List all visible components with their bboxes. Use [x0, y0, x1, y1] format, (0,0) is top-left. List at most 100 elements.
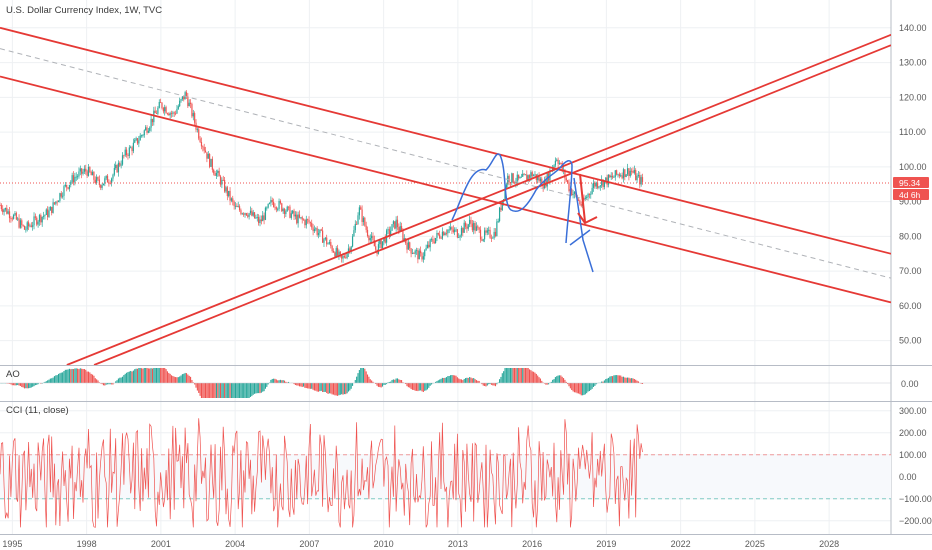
ao-bar [236, 383, 238, 398]
candle-body [341, 254, 343, 259]
ao-bar [352, 383, 354, 386]
ao-bar [155, 368, 158, 383]
ao-bar [258, 383, 260, 394]
candle-body [192, 113, 194, 117]
candle-body [637, 175, 640, 176]
candle-body [366, 229, 369, 237]
ao-bar [219, 383, 222, 398]
candle-body [15, 213, 17, 220]
red-trendline[interactable] [93, 44, 891, 365]
blue-drop-stroke[interactable] [573, 177, 594, 273]
ao-bar [507, 368, 509, 383]
ao-bar [443, 378, 445, 383]
red-arrow-shaft[interactable] [579, 173, 586, 223]
ao-bar [414, 383, 416, 391]
ao-bar [526, 368, 528, 383]
candle-body [301, 217, 303, 220]
ao-bar [343, 383, 345, 395]
candle-body [253, 212, 256, 219]
ao-bar [256, 383, 258, 394]
time-axis[interactable]: 1995 1998 2001 2004 2007 2010 2013 2016 2019 2022… [2, 539, 839, 549]
candle-body [414, 250, 416, 254]
ao-bar [567, 383, 569, 385]
candle-body [131, 147, 133, 152]
ao-bar [436, 381, 438, 383]
cci-line [0, 418, 643, 528]
blue-arrow-stroke[interactable] [569, 229, 591, 246]
candle-body [463, 222, 465, 233]
candle-body [475, 226, 478, 231]
ao-bar [132, 370, 134, 383]
candle-body [139, 135, 141, 141]
ao-bar [209, 383, 211, 398]
red-down-arrow[interactable] [577, 173, 598, 225]
ao-pane[interactable] [0, 368, 891, 398]
ao-bar [592, 383, 595, 387]
red-trendline[interactable] [0, 26, 891, 255]
ao-bar [445, 377, 448, 383]
ao-bar [501, 373, 503, 383]
ao-bar [214, 383, 216, 398]
ao-bar [349, 383, 351, 391]
ao-bar [105, 383, 107, 385]
ao-bar [311, 383, 313, 389]
dashed-trend-line[interactable] [0, 48, 891, 279]
candle-body [320, 229, 322, 231]
candle-body [364, 217, 366, 226]
ao-bar [496, 383, 498, 385]
candle-body [286, 206, 288, 212]
ao-bar [405, 383, 407, 385]
ao-bar [441, 377, 443, 383]
red-arrow-head[interactable] [577, 212, 598, 225]
candle-body [508, 175, 510, 183]
red-trendline[interactable] [0, 75, 891, 304]
candle-body [339, 251, 341, 255]
ao-bar [90, 373, 92, 383]
candle-body [263, 215, 265, 220]
blue-hand-drawing[interactable] [451, 153, 594, 273]
ao-bar [56, 375, 58, 383]
candle-body [124, 149, 126, 156]
ao-bar [184, 372, 186, 383]
ao-bar [494, 383, 497, 387]
ao-bar [503, 371, 505, 383]
ao-bar [437, 380, 439, 383]
candle-body [523, 173, 525, 175]
candle-body [464, 222, 467, 227]
blue-hand-drawing-path[interactable] [451, 153, 573, 244]
candle-body [55, 201, 57, 204]
candle-body [592, 182, 595, 188]
red-trendline[interactable] [66, 33, 891, 365]
ao-bar [430, 383, 433, 385]
cci-pane[interactable] [0, 418, 891, 528]
ao-bar [123, 375, 125, 383]
candle-body [432, 239, 434, 242]
candle-body [440, 237, 442, 239]
price-pane[interactable] [0, 26, 891, 365]
candle-body [217, 170, 219, 173]
ao-bar [151, 368, 154, 383]
candle-body [215, 172, 218, 176]
price-axis[interactable]: 140.00 130.00 120.00 110.00 100.00 90.00 80.00… [899, 23, 927, 346]
ao-bar [450, 375, 452, 383]
ao-bar [484, 383, 486, 387]
ao-bar [277, 380, 279, 383]
candle-body [248, 213, 250, 217]
red-trendlines[interactable] [0, 26, 891, 365]
ao-bar [537, 375, 539, 383]
ao-axis[interactable]: 0.00 [901, 379, 919, 389]
candle-body [573, 191, 576, 194]
candle-body [289, 206, 291, 218]
ao-bar [119, 377, 121, 383]
ao-bar [23, 383, 26, 389]
ao-bar [375, 383, 377, 384]
price-tick-label: 140.00 [899, 23, 927, 33]
candle-body [511, 173, 513, 183]
price-tick-label: 80.00 [899, 231, 922, 241]
candle-body [78, 171, 80, 177]
ao-bar [245, 383, 247, 398]
candle-body [194, 113, 196, 123]
cci-axis[interactable]: 300.00 200.00 100.00 0.00 −100.00 −200.00 [899, 406, 932, 526]
ao-bar [568, 383, 570, 387]
